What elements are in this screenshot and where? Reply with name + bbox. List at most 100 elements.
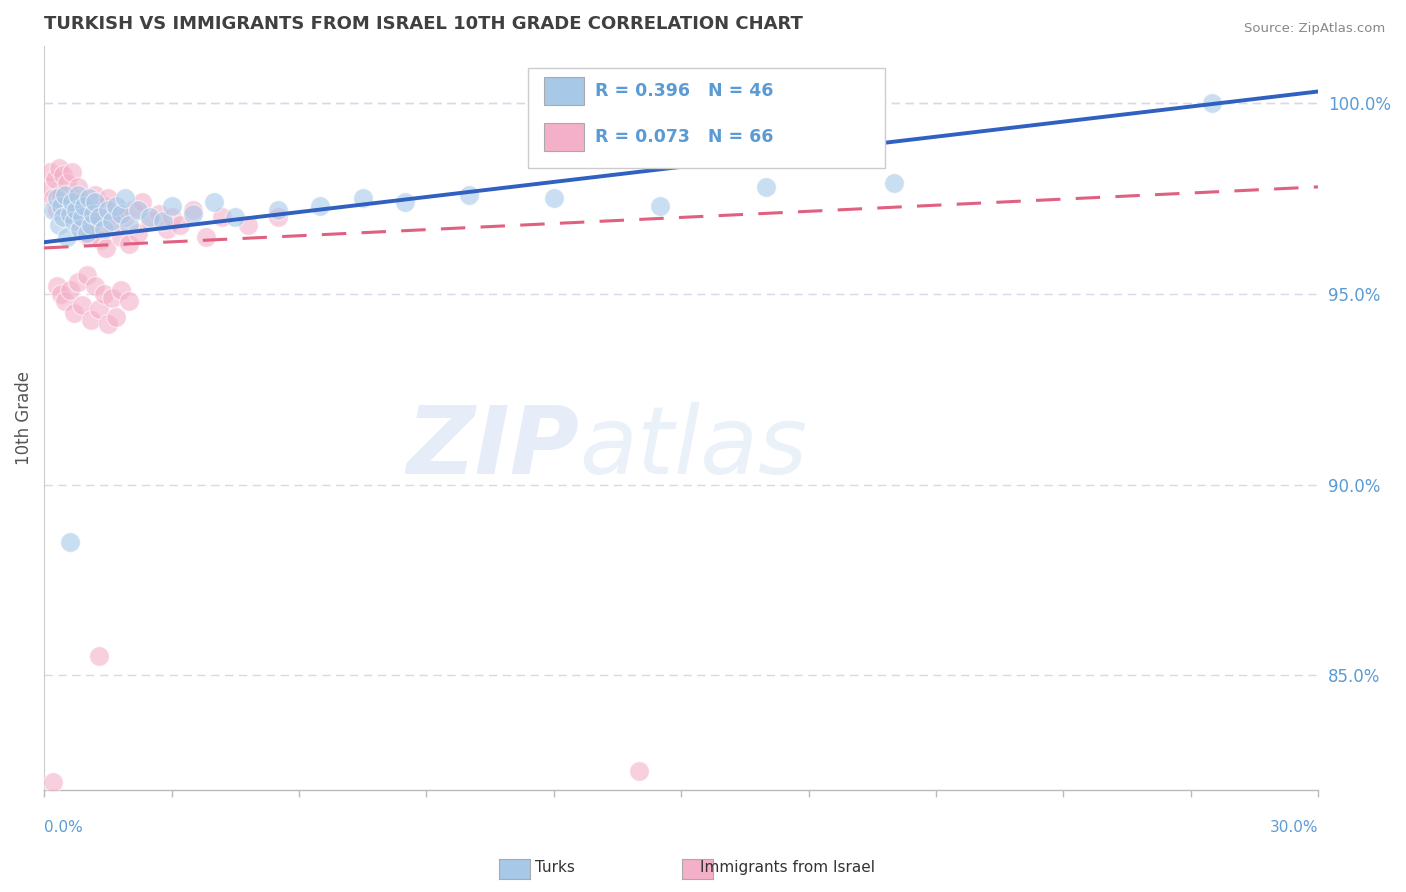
Point [63, 191, 86, 205]
Point [457, 187, 479, 202]
Point [45, 279, 67, 293]
Text: Source: ZipAtlas.com: Source: ZipAtlas.com [1244, 22, 1385, 36]
Point [73, 199, 96, 213]
Point [118, 237, 141, 252]
Point [127, 202, 149, 217]
Point [114, 191, 136, 205]
Point [84, 195, 107, 210]
Point [267, 211, 290, 225]
Point [48, 161, 70, 175]
Point [89, 211, 111, 225]
Point [89, 649, 111, 664]
Point [110, 206, 132, 220]
Point [65, 211, 87, 225]
Point [127, 226, 149, 240]
Point [224, 211, 246, 225]
Point [352, 191, 374, 205]
Point [105, 199, 128, 213]
Point [114, 211, 136, 225]
Point [89, 211, 111, 225]
Point [63, 306, 86, 320]
Point [48, 218, 70, 232]
Text: atlas: atlas [579, 402, 807, 493]
FancyBboxPatch shape [529, 68, 884, 169]
Point [93, 222, 115, 236]
Point [44, 172, 66, 186]
Point [101, 218, 124, 232]
Point [160, 211, 183, 225]
Point [45, 202, 67, 217]
Point [77, 191, 100, 205]
Point [41, 202, 63, 217]
Point [648, 199, 671, 213]
Point [49, 286, 72, 301]
Point [49, 199, 72, 213]
Point [58, 283, 80, 297]
Point [39, 164, 62, 178]
Point [181, 202, 204, 217]
Point [267, 202, 290, 217]
Point [72, 298, 94, 312]
FancyBboxPatch shape [544, 123, 585, 152]
Point [67, 187, 90, 202]
Point [309, 199, 332, 213]
Point [67, 275, 90, 289]
Point [53, 187, 76, 202]
Point [160, 199, 183, 213]
Point [49, 187, 72, 202]
Text: 30.0%: 30.0% [1270, 820, 1319, 835]
Point [73, 226, 96, 240]
Point [148, 206, 170, 220]
Point [52, 169, 75, 183]
Point [63, 214, 86, 228]
Point [93, 286, 115, 301]
Text: TURKISH VS IMMIGRANTS FROM ISRAEL 10TH GRADE CORRELATION CHART: TURKISH VS IMMIGRANTS FROM ISRAEL 10TH G… [44, 15, 803, 33]
Point [394, 195, 416, 210]
Point [60, 164, 83, 178]
Point [156, 222, 179, 236]
Point [118, 294, 141, 309]
Point [236, 218, 259, 232]
Point [80, 313, 103, 327]
Point [69, 218, 91, 232]
Point [53, 199, 76, 213]
Point [82, 214, 104, 228]
Point [41, 775, 63, 789]
Point [69, 222, 91, 236]
Point [139, 214, 162, 228]
Text: R = 0.073   N = 66: R = 0.073 N = 66 [595, 128, 773, 146]
Point [53, 294, 76, 309]
Point [45, 191, 67, 205]
Point [169, 218, 191, 232]
Point [72, 195, 94, 210]
Point [41, 191, 63, 205]
Point [80, 218, 103, 232]
FancyBboxPatch shape [544, 77, 585, 105]
Point [118, 218, 141, 232]
Point [181, 206, 204, 220]
Point [105, 310, 128, 324]
Point [883, 176, 905, 190]
Point [131, 195, 153, 210]
Point [67, 180, 90, 194]
Text: R = 0.396   N = 46: R = 0.396 N = 46 [595, 82, 773, 100]
Point [58, 534, 80, 549]
Point [122, 202, 145, 217]
Point [76, 268, 98, 282]
Point [1201, 95, 1223, 110]
Point [543, 191, 565, 205]
Point [58, 206, 80, 220]
Point [202, 195, 225, 210]
Point [139, 211, 162, 225]
Point [37, 180, 59, 194]
Point [97, 318, 120, 332]
Point [84, 187, 107, 202]
Point [755, 180, 778, 194]
Point [627, 764, 650, 778]
Text: ZIP: ZIP [406, 401, 579, 493]
Point [93, 199, 115, 213]
Point [58, 206, 80, 220]
Point [76, 226, 98, 240]
Y-axis label: 10th Grade: 10th Grade [15, 371, 32, 465]
Point [101, 291, 124, 305]
